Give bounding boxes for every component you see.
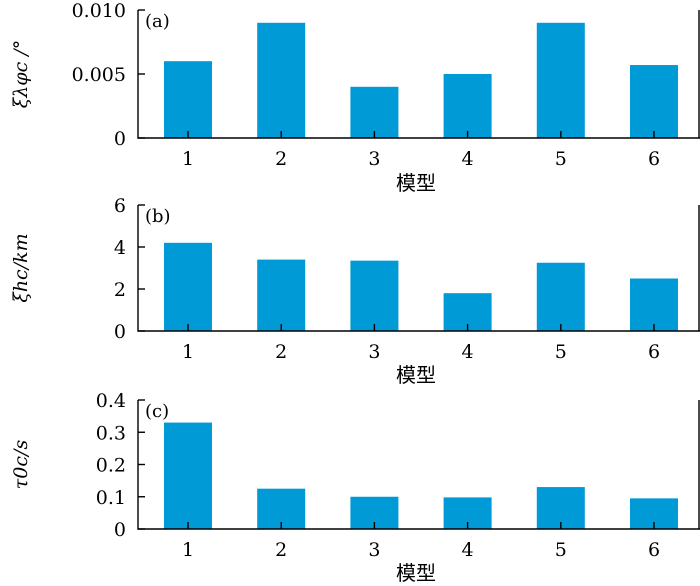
bar-1-4 (443, 74, 492, 138)
y-tick-label: 4 (114, 237, 126, 259)
x-tick-label: 3 (368, 539, 380, 561)
panel-label: (b) (145, 206, 171, 227)
bar-2-5 (536, 262, 585, 331)
y-axis-label: τ0c/s (10, 440, 32, 490)
y-tick-label: 6 (114, 195, 126, 217)
bar-1-6 (630, 65, 678, 138)
y-tick-label: 0.1 (96, 487, 126, 509)
bar-1-2 (257, 22, 306, 138)
panel-label: (a) (145, 11, 170, 32)
y-tick-label: 0 (114, 321, 126, 343)
x-tick-label: 6 (648, 539, 660, 561)
x-tick-label: 2 (275, 341, 287, 363)
x-tick-label: 2 (275, 148, 287, 170)
chart-panel-3: 0 0.1 0.2 0.3 0.4 1 2 3 4 5 6 模型 (c) τ0c/s (10, 390, 700, 585)
chart-panel-2: 0 2 4 6 1 2 3 4 5 6 模型 (b) ξhc/km (10, 195, 700, 387)
x-tick-label: 5 (555, 148, 567, 170)
x-tick-label: 6 (648, 148, 660, 170)
x-tick-label: 5 (555, 539, 567, 561)
y-tick-label: 0.2 (96, 455, 126, 477)
x-tick-label: 5 (555, 341, 567, 363)
bar-2-1 (164, 242, 212, 331)
y-tick-label: 0 (114, 128, 126, 150)
x-tick-label: 1 (182, 539, 194, 561)
chart-panel-1: 0 0.005 0.010 1 2 3 4 5 6 模型 (a) ξλφc /° (10, 0, 700, 195)
bar-2-6 (630, 278, 678, 331)
y-tick-label: 0.4 (96, 390, 126, 412)
y-tick-label: 2 (114, 279, 126, 301)
panel-label: (c) (145, 401, 169, 422)
bar-3-1 (164, 422, 212, 529)
x-axis-label: 模型 (396, 363, 436, 387)
x-axis-label: 模型 (396, 561, 436, 585)
x-tick-label: 3 (368, 148, 380, 170)
x-tick-label: 1 (182, 148, 194, 170)
y-tick-label: 0.3 (96, 422, 126, 444)
x-tick-label: 4 (462, 539, 474, 561)
x-tick-label: 3 (368, 341, 380, 363)
bar-1-1 (164, 61, 212, 139)
y-axis-label: ξhc/km (10, 233, 32, 302)
axis-lines-3 (137, 400, 700, 530)
x-axis-label: 模型 (396, 171, 436, 195)
axis-lines-1 (137, 10, 700, 139)
y-tick-label: 0.005 (72, 64, 126, 86)
x-tick-label: 4 (462, 341, 474, 363)
x-tick-label: 4 (462, 148, 474, 170)
y-tick-label: 0 (114, 519, 126, 541)
y-axis-label: ξλφc /° (10, 40, 32, 108)
x-tick-label: 2 (275, 539, 287, 561)
x-tick-label: 1 (182, 341, 194, 363)
y-tick-label: 0.010 (72, 0, 126, 22)
axis-lines-2 (137, 205, 700, 332)
bar-1-5 (536, 22, 585, 138)
bar-2-2 (257, 259, 306, 331)
bar-1-3 (350, 86, 399, 138)
x-tick-label: 6 (648, 341, 660, 363)
bar-2-3 (350, 260, 399, 331)
